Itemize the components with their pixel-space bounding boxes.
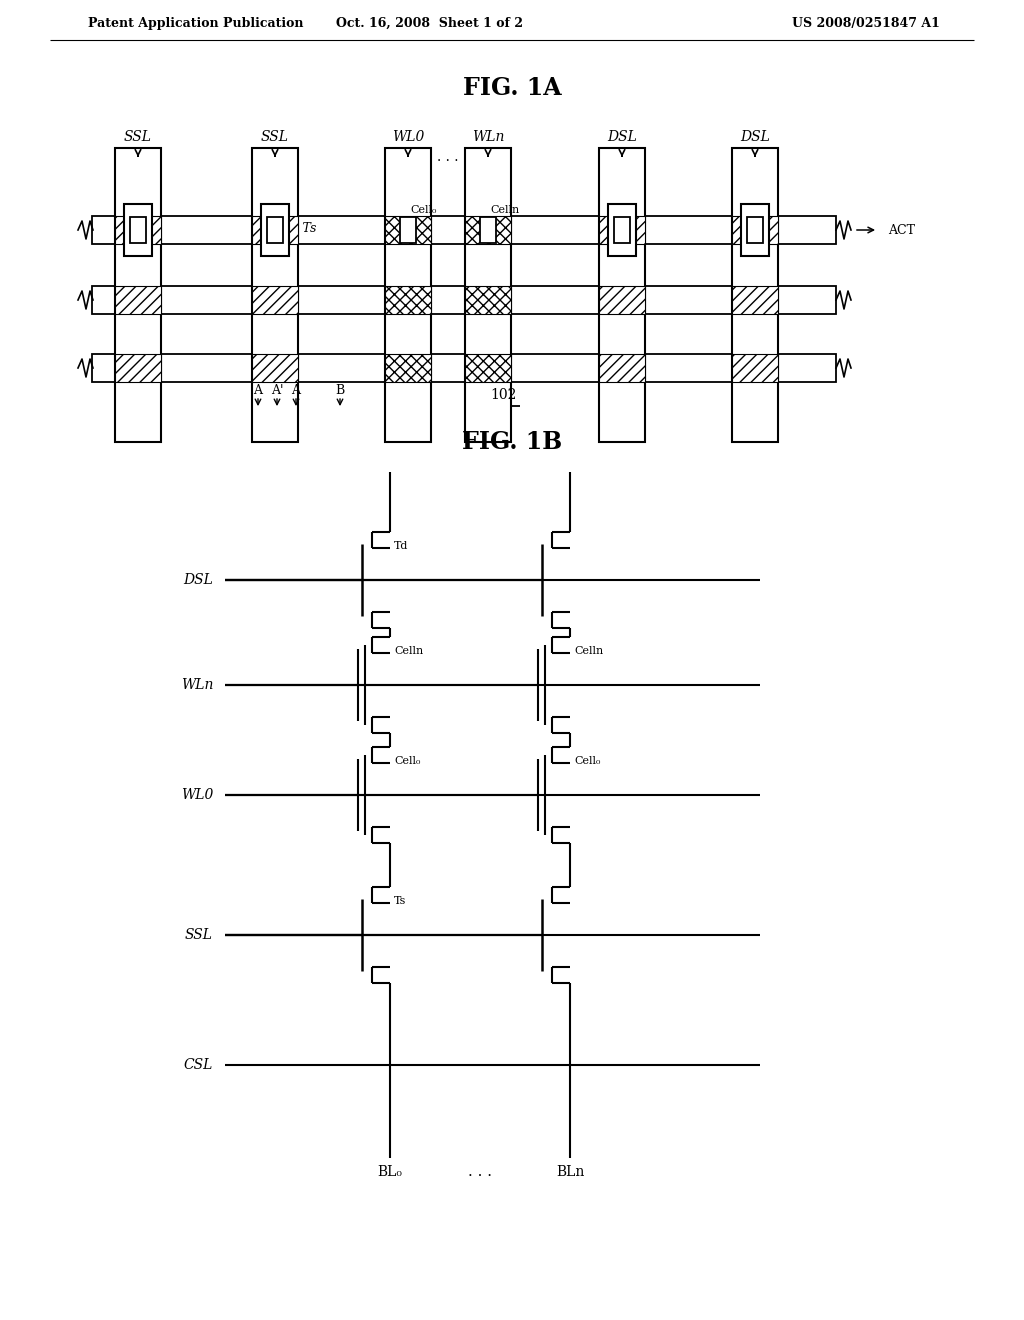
Bar <box>741 205 769 256</box>
Bar <box>267 216 283 243</box>
Bar <box>261 205 289 256</box>
Bar <box>465 216 511 244</box>
Text: Td: Td <box>394 541 409 550</box>
Bar <box>92 286 836 314</box>
Text: Celln: Celln <box>490 205 519 215</box>
Bar <box>732 216 778 244</box>
Text: WL0: WL0 <box>180 788 213 803</box>
Text: BLn: BLn <box>556 1166 584 1179</box>
Text: Cell₀: Cell₀ <box>574 756 600 766</box>
Text: B: B <box>336 384 345 396</box>
Bar <box>465 286 511 314</box>
Bar <box>599 354 645 381</box>
Text: ACT: ACT <box>888 223 915 236</box>
Bar <box>599 286 645 314</box>
Bar <box>400 216 416 243</box>
Text: FIG. 1A: FIG. 1A <box>463 77 561 100</box>
Text: A: A <box>254 384 262 396</box>
Text: SSL: SSL <box>124 129 152 144</box>
Bar <box>92 354 836 381</box>
Text: A': A' <box>270 384 284 396</box>
Text: DSL: DSL <box>607 129 637 144</box>
Bar <box>385 216 431 244</box>
Bar <box>252 354 298 381</box>
Text: A: A <box>292 384 300 396</box>
Bar <box>732 286 778 314</box>
Bar <box>92 216 836 244</box>
Bar <box>465 148 511 442</box>
Text: WLn: WLn <box>180 678 213 692</box>
Text: Ts: Ts <box>394 896 407 906</box>
Text: Oct. 16, 2008  Sheet 1 of 2: Oct. 16, 2008 Sheet 1 of 2 <box>337 16 523 29</box>
Bar <box>115 148 161 442</box>
Bar <box>608 205 636 256</box>
Bar <box>130 216 146 243</box>
Bar <box>115 216 161 244</box>
Bar <box>385 286 431 314</box>
Bar <box>385 354 431 381</box>
Text: CSL: CSL <box>183 1059 213 1072</box>
Bar <box>252 216 298 244</box>
Bar <box>385 148 431 442</box>
Bar <box>746 216 763 243</box>
Text: WLn: WLn <box>472 129 504 144</box>
Text: BL₀: BL₀ <box>378 1166 402 1179</box>
Text: DSL: DSL <box>740 129 770 144</box>
Text: Td: Td <box>626 222 645 235</box>
Text: Ts: Ts <box>300 222 316 235</box>
Text: . . .: . . . <box>437 150 459 164</box>
Bar <box>252 148 298 442</box>
Text: US 2008/0251847 A1: US 2008/0251847 A1 <box>793 16 940 29</box>
Text: Celln: Celln <box>394 645 423 656</box>
Bar <box>480 216 496 243</box>
Bar <box>599 216 645 244</box>
Bar <box>252 286 298 314</box>
Bar <box>732 148 778 442</box>
Text: WL0: WL0 <box>392 129 424 144</box>
Text: DSL: DSL <box>183 573 213 587</box>
Bar <box>599 148 645 442</box>
Bar <box>465 354 511 381</box>
Bar <box>124 205 152 256</box>
Bar <box>732 354 778 381</box>
Text: Celln: Celln <box>574 645 603 656</box>
Text: SSL: SSL <box>261 129 289 144</box>
Bar <box>115 354 161 381</box>
Bar <box>115 286 161 314</box>
Text: FIG. 1B: FIG. 1B <box>462 430 562 454</box>
Bar <box>614 216 630 243</box>
Text: 102: 102 <box>490 388 516 403</box>
Text: SSL: SSL <box>185 928 213 942</box>
Text: Cell₀: Cell₀ <box>410 205 436 215</box>
Text: Cell₀: Cell₀ <box>394 756 421 766</box>
Text: Patent Application Publication: Patent Application Publication <box>88 16 303 29</box>
Text: . . .: . . . <box>468 1166 492 1179</box>
